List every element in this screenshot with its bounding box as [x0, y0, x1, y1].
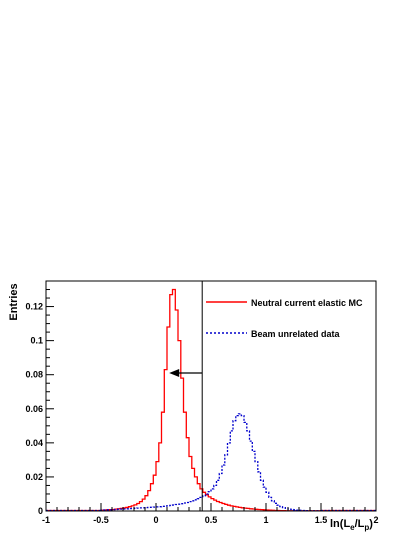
y-tick-label: 0.06	[25, 404, 43, 414]
y-tick-label: 0.04	[25, 438, 43, 448]
plot-frame	[45, 280, 377, 512]
svg-text:ln(Le/Lp): ln(Le/Lp)	[330, 518, 373, 532]
axes: -1 -0.5 0 0.5 1 1.5 2 0 0.02 0.04 0.06 0.08 0.1 0.12	[25, 280, 379, 525]
y-tick-label: 0.02	[25, 472, 43, 482]
series-nc-elastic-mc	[100, 288, 321, 512]
x-axis-title: ln(Le/Lp)	[330, 518, 373, 532]
y-tick-label: 0	[38, 506, 43, 516]
x-tick-label: 2	[373, 515, 378, 525]
legend-label-data: Beam unrelated data	[251, 329, 341, 339]
legend: Neutral current elastic MC Beam unrelate…	[206, 298, 363, 339]
y-tick-label: 0.12	[25, 302, 43, 312]
x-tick-label: -0.5	[93, 515, 109, 525]
x-tick-label: -1	[42, 515, 50, 525]
x-tick-label: 0	[153, 515, 158, 525]
legend-label-mc: Neutral current elastic MC	[251, 298, 363, 308]
x-tick-label: 1.5	[315, 515, 328, 525]
y-axis-title: Entries	[8, 283, 20, 320]
cut-arrow-head	[169, 369, 180, 377]
x-tick-label: 1	[263, 515, 268, 525]
plot-area	[46, 281, 376, 512]
y-tick-label: 0.1	[30, 336, 43, 346]
x-tick-label: 0.5	[205, 515, 218, 525]
y-tick-label: 0.08	[25, 370, 43, 380]
series-beam-unrelated-data	[100, 413, 321, 512]
